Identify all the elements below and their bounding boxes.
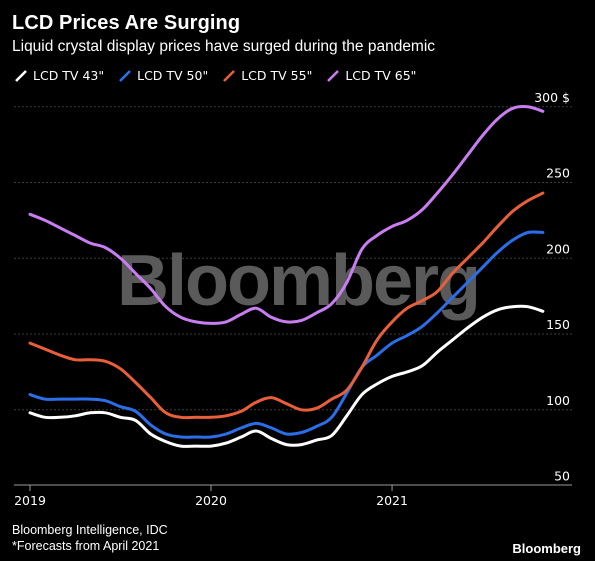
y-tick-label-100: 100 — [546, 393, 570, 408]
series-line-1 — [28, 230, 545, 439]
source-text: Bloomberg Intelligence, IDC — [12, 523, 168, 537]
legend-item-55: LCD TV 55" — [222, 68, 312, 83]
legend-item-50: LCD TV 50" — [118, 68, 208, 83]
legend-label-43: LCD TV 43" — [33, 68, 105, 83]
legend: LCD TV 43" LCD TV 50" LCD TV 55" LCD TV … — [14, 68, 416, 83]
y-tick-label-200: 200 — [546, 241, 570, 256]
legend-swatch-65 — [326, 69, 340, 83]
legend-label-50: LCD TV 50" — [137, 68, 209, 83]
y-tick-label-50: 50 — [554, 469, 570, 484]
legend-item-65: LCD TV 65" — [326, 68, 416, 83]
gridlines — [14, 106, 572, 411]
x-tick-label-2019: 2019 — [14, 493, 46, 508]
y-tick-label-250: 250 — [546, 166, 570, 181]
forecast-note: *Forecasts from April 2021 — [12, 539, 160, 553]
y-tick-label-300: 300 $ — [534, 90, 570, 105]
legend-item-43: LCD TV 43" — [14, 68, 104, 83]
source-note: Bloomberg Intelligence, IDC *Forecasts f… — [12, 522, 168, 554]
legend-swatch-55 — [222, 69, 236, 83]
series-lines — [28, 104, 545, 448]
legend-swatch-43 — [14, 69, 28, 83]
legend-label-55: LCD TV 55" — [241, 68, 313, 83]
chart-title: LCD Prices Are Surging — [12, 12, 241, 34]
series-line-3 — [28, 104, 545, 325]
bloomberg-watermark: Bloomberg — [117, 241, 479, 321]
legend-label-65: LCD TV 65" — [345, 68, 417, 83]
x-tick-label-2021: 2021 — [376, 493, 408, 508]
series-line-0 — [28, 304, 545, 448]
series-line-2 — [28, 191, 545, 420]
axes: 50 100 150 200 250 300 $ 2019 2020 2021 — [14, 90, 572, 508]
x-tick-label-2020: 2020 — [195, 493, 227, 508]
bloomberg-logo: Bloomberg — [512, 541, 581, 556]
legend-swatch-50 — [118, 69, 132, 83]
y-tick-label-150: 150 — [546, 317, 570, 332]
chart-subtitle: Liquid crystal display prices have surge… — [12, 38, 436, 55]
